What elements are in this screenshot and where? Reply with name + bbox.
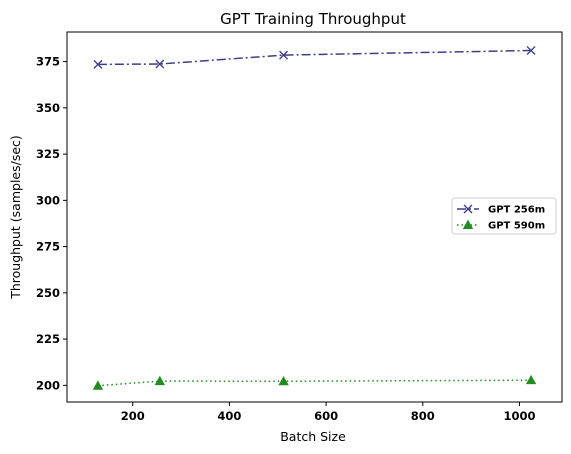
chart-title: GPT Training Throughput (220, 10, 406, 28)
data-point (93, 59, 103, 69)
y-tick-label: 225 (36, 332, 60, 346)
legend-box (451, 197, 557, 235)
y-tick-label: 275 (36, 240, 60, 254)
legend-label: GPT 256m (488, 205, 545, 216)
legend-label: GPT 590m (488, 221, 545, 232)
data-point (154, 375, 165, 386)
legend-marker (463, 204, 473, 214)
data-point (92, 380, 104, 390)
y-tick-label: 200 (36, 378, 60, 392)
data-point (279, 50, 289, 60)
data-point (278, 375, 289, 386)
data-point (525, 374, 537, 385)
plot-frame (66, 31, 563, 403)
data-point (526, 46, 536, 55)
x-axis-label: Batch Size (280, 429, 346, 444)
series-layer (92, 46, 537, 390)
x-tick-label: 400 (217, 409, 241, 423)
y-tick-label: 300 (36, 193, 60, 207)
x-tick-label: 800 (411, 409, 435, 423)
y-tick-label: 375 (36, 55, 60, 69)
data-point (155, 59, 165, 69)
legend-item-1: GPT 256m (457, 205, 545, 216)
x-axis: 200 400 600 800 1000 (121, 402, 535, 423)
legend: GPT 256m GPT 590m (451, 197, 557, 235)
legend-item-2: GPT 590m (457, 219, 545, 232)
x-tick-label: 1000 (503, 409, 535, 423)
x-tick-label: 600 (314, 409, 338, 423)
y-tick-label: 350 (36, 101, 60, 115)
y-tick-label: 325 (36, 147, 60, 161)
legend-marker (462, 219, 474, 230)
series-line-1 (97, 49, 532, 66)
x-tick-label: 200 (121, 409, 145, 423)
y-tick-label: 250 (36, 286, 60, 300)
y-axis-label: Throughput (samples/sec) (8, 135, 23, 300)
y-axis: 200 225 250 275 300 325 350 375 (36, 55, 67, 392)
